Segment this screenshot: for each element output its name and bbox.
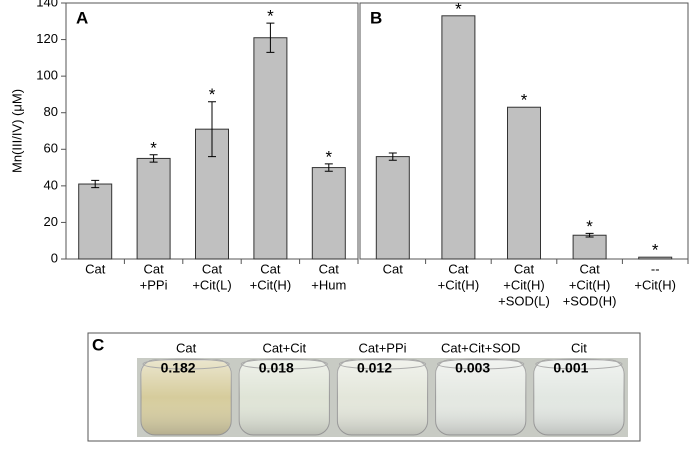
significance-star: * — [209, 85, 216, 104]
vial-label: Cat+Cit — [262, 340, 306, 355]
vial-label: Cat — [176, 340, 197, 355]
error-bar — [266, 22, 275, 53]
significance-star: * — [267, 7, 274, 26]
y-tick-label: 20 — [44, 214, 58, 229]
x-tick-label: Cat — [202, 261, 223, 276]
vial-rim — [142, 358, 230, 370]
panel-label: A — [76, 8, 88, 27]
x-tick-label: +Hum — [311, 277, 346, 292]
x-tick-label: +Cit(H) — [250, 277, 292, 292]
x-tick-label: +Cit(H) — [503, 277, 545, 292]
bar — [375, 156, 410, 260]
x-tick-label: +Cit(L) — [192, 277, 231, 292]
bar — [572, 234, 607, 260]
significance-star: * — [521, 91, 528, 110]
bar — [311, 167, 346, 260]
vial-shade — [141, 360, 232, 435]
x-tick-label: +SOD(L) — [498, 293, 550, 308]
x-tick-label: Cat — [143, 261, 164, 276]
y-tick-label: 100 — [36, 68, 58, 83]
vial-value: 0.182 — [161, 360, 196, 376]
x-tick-label: +Cit(H) — [438, 277, 480, 292]
bar — [507, 106, 541, 260]
x-tick-label: Cat — [85, 261, 106, 276]
significance-star: * — [586, 217, 593, 236]
error-bar — [388, 152, 397, 161]
significance-star: * — [455, 0, 462, 18]
x-tick-label: Cat — [448, 261, 469, 276]
vial-rim — [535, 358, 623, 370]
vial-shade — [435, 360, 526, 435]
vial-value: 0.012 — [357, 360, 392, 376]
x-tick-label: Cat — [260, 261, 281, 276]
bar — [136, 157, 171, 260]
panel-label: C — [92, 335, 104, 354]
x-tick-label: Cat — [319, 261, 340, 276]
vial-value: 0.018 — [259, 360, 294, 376]
bar — [253, 37, 288, 260]
x-tick-label: +Cit(H) — [569, 277, 611, 292]
x-tick-label: +Cit(H) — [634, 277, 676, 292]
y-tick-label: 0 — [51, 250, 58, 265]
significance-star: * — [150, 138, 157, 157]
x-tick-label: -- — [651, 261, 660, 276]
x-tick-label: +SOD(H) — [563, 293, 617, 308]
error-bar — [149, 154, 158, 163]
y-tick-label: 40 — [44, 177, 58, 192]
vial-rim — [240, 358, 328, 370]
x-tick-label: +PPi — [140, 277, 168, 292]
error-bar — [91, 179, 100, 189]
y-tick-label: 60 — [44, 141, 58, 156]
y-tick-label: 120 — [36, 31, 58, 46]
x-tick-label: Cat — [579, 261, 600, 276]
vial-label: Cat+Cit+SOD — [441, 340, 520, 355]
y-axis-label: Mn(III/IV) (μM) — [9, 89, 24, 173]
bar — [78, 183, 113, 260]
vial-label: Cit — [571, 340, 587, 355]
bar — [638, 256, 673, 260]
x-tick-label: Cat — [514, 261, 535, 276]
y-tick-label: 140 — [36, 0, 58, 9]
vial-label: Cat+PPi — [358, 340, 406, 355]
bar — [441, 15, 476, 260]
x-tick-label: Cat — [383, 261, 404, 276]
vial-rim — [338, 358, 427, 370]
vial-shade — [239, 360, 330, 435]
vial-value: 0.001 — [553, 360, 588, 376]
error-bar — [324, 163, 333, 172]
vial-value: 0.003 — [455, 360, 490, 376]
y-tick-label: 80 — [44, 104, 58, 119]
vial-rim — [437, 358, 525, 370]
significance-star: * — [652, 241, 659, 260]
vial-shade — [337, 360, 428, 435]
panel-label: B — [370, 8, 382, 27]
significance-star: * — [325, 147, 332, 166]
error-bar — [585, 232, 594, 238]
vial-shade — [533, 360, 624, 435]
error-bar — [208, 101, 216, 158]
